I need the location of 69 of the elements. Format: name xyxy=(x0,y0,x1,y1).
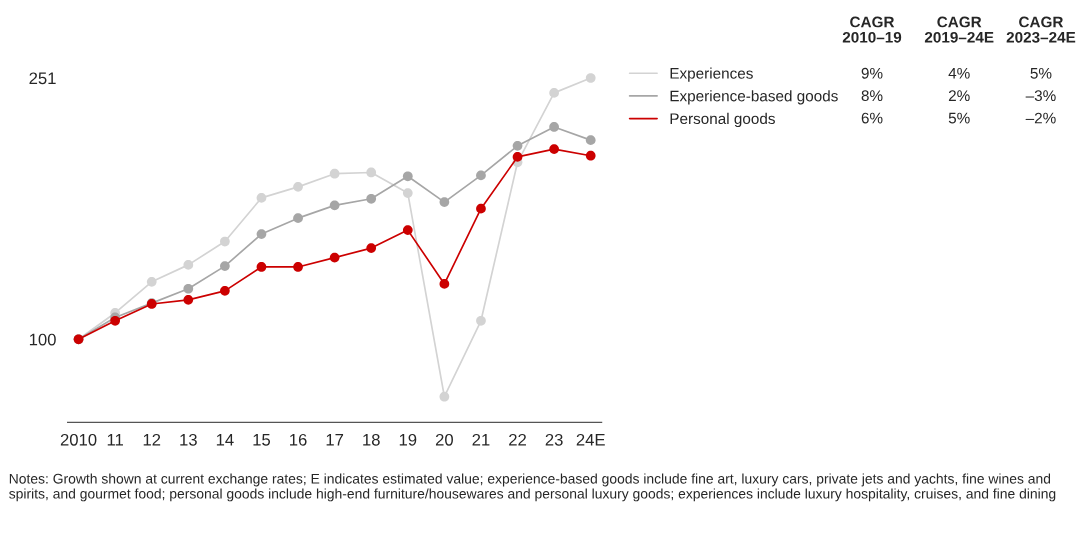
point xyxy=(476,203,486,214)
point xyxy=(329,200,340,211)
legend-label: Experience-based goods xyxy=(670,90,838,105)
point xyxy=(439,391,450,402)
x-tick-label: 23 xyxy=(545,433,563,446)
point xyxy=(293,181,303,192)
point xyxy=(439,197,450,207)
y-tick-label: 100 xyxy=(29,333,56,346)
point xyxy=(549,144,559,154)
y-tick-label: 251 xyxy=(29,72,56,85)
point xyxy=(402,171,413,182)
text: –2% xyxy=(1025,112,1056,124)
point xyxy=(585,73,596,83)
x-tick-label: 17 xyxy=(326,434,344,446)
point xyxy=(549,122,559,132)
legend-label: Personal goods xyxy=(670,112,775,128)
point xyxy=(366,243,377,253)
x-tick-label: 24E xyxy=(576,433,605,446)
text: –3% xyxy=(1025,90,1056,102)
point xyxy=(256,229,267,239)
x-tick-label: 21 xyxy=(472,433,490,446)
text: Notes: Growth shown at current exchange rates; E indicates estimated value; experience-based goods include fine art, luxury cars, private jets and yachts, fine wines and spirits, and gourmet food; personal goods include high-end furniture/housewares and personal luxury goods; experiences include luxury hospitality, cruises, and fine dining xyxy=(9,473,1056,502)
point xyxy=(220,285,230,296)
point xyxy=(585,135,596,145)
x-tick-label: 12 xyxy=(143,433,161,446)
point xyxy=(366,167,377,178)
text: CAGR 2023–24E xyxy=(1006,16,1076,43)
legend-label: Experiences xyxy=(670,67,753,82)
text: 5% xyxy=(1030,67,1052,79)
x-tick-label: 14 xyxy=(216,434,234,446)
text: 2% xyxy=(948,90,970,101)
point xyxy=(549,88,559,98)
point xyxy=(146,276,157,287)
text: 4% xyxy=(948,67,970,79)
point xyxy=(512,140,523,151)
text: 9% xyxy=(861,67,883,79)
text: CAGR 2010–19 xyxy=(842,16,902,43)
x-tick-label: 19 xyxy=(399,433,417,446)
point xyxy=(329,252,340,263)
x-tick-label: 11 xyxy=(107,434,123,446)
point xyxy=(220,261,230,271)
point xyxy=(402,188,413,198)
point xyxy=(220,236,230,247)
text: 5% xyxy=(948,112,970,124)
point xyxy=(585,150,596,161)
text: CAGR 2019–24E xyxy=(924,16,994,43)
point xyxy=(402,225,413,235)
x-tick-label: 20 xyxy=(435,433,453,446)
x-tick-label: 15 xyxy=(253,434,271,446)
point xyxy=(439,279,450,289)
x-tick-label: 18 xyxy=(363,433,380,446)
x-tick-label: 13 xyxy=(180,433,197,446)
point xyxy=(293,262,303,272)
point xyxy=(512,152,523,162)
point xyxy=(256,262,267,272)
text: 8% xyxy=(861,90,883,102)
x-tick-label: 22 xyxy=(509,433,526,446)
point xyxy=(183,283,194,294)
x-tick-label: 16 xyxy=(290,433,307,446)
point xyxy=(476,315,486,326)
point xyxy=(183,260,194,270)
point xyxy=(293,213,303,224)
point xyxy=(329,168,340,179)
point xyxy=(366,193,377,204)
point xyxy=(476,170,486,181)
text: 6% xyxy=(861,112,883,124)
x-tick-label: 2010 xyxy=(60,433,97,446)
point xyxy=(183,294,194,305)
point xyxy=(256,193,267,203)
